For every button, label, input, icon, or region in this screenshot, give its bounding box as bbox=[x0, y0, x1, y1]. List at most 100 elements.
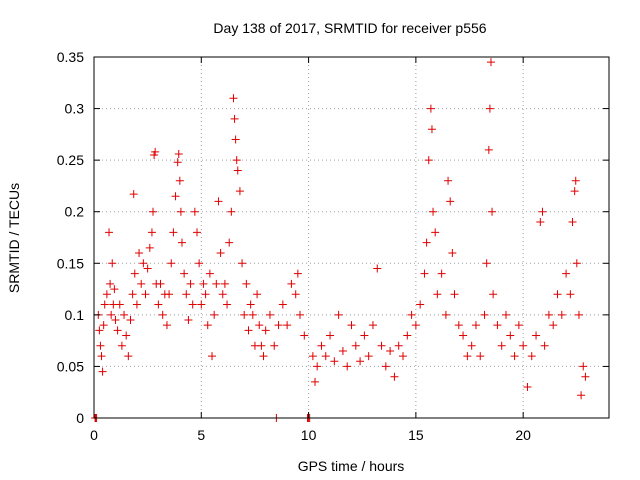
data-point bbox=[493, 321, 502, 330]
data-point bbox=[244, 326, 253, 335]
y-tick-label: 0.35 bbox=[57, 49, 84, 65]
data-point bbox=[107, 310, 116, 319]
data-point bbox=[424, 156, 433, 165]
data-point bbox=[214, 197, 223, 206]
data-point bbox=[368, 321, 377, 330]
data-point bbox=[98, 367, 107, 376]
data-point bbox=[356, 357, 365, 366]
data-point bbox=[514, 321, 523, 330]
data-point bbox=[100, 300, 109, 309]
y-tick-label: 0.1 bbox=[65, 307, 85, 323]
data-point bbox=[538, 207, 547, 216]
data-point bbox=[480, 310, 489, 319]
data-point bbox=[265, 310, 274, 319]
data-point bbox=[296, 310, 304, 319]
data-point bbox=[463, 352, 472, 361]
data-point bbox=[210, 310, 219, 319]
data-point bbox=[334, 310, 343, 319]
data-point bbox=[106, 279, 115, 288]
data-point bbox=[225, 238, 234, 247]
data-point bbox=[137, 279, 146, 288]
data-point bbox=[230, 114, 239, 123]
data-point bbox=[330, 357, 339, 366]
data-point bbox=[506, 331, 515, 340]
data-point bbox=[102, 290, 111, 299]
axis-ticks: 0 0.05 0.1 0.15 0.2 0.25 0.3 0.35 0 5 10 15 20 bbox=[57, 49, 609, 443]
x-tick-label: 15 bbox=[408, 427, 424, 443]
data-point bbox=[553, 290, 562, 299]
data-point bbox=[482, 259, 491, 268]
data-point bbox=[377, 341, 386, 350]
data-point bbox=[394, 341, 403, 350]
data-point bbox=[381, 362, 390, 371]
data-point bbox=[216, 248, 225, 257]
data-point bbox=[433, 290, 442, 299]
data-point bbox=[220, 279, 229, 288]
data-point bbox=[360, 331, 369, 340]
data-point bbox=[454, 321, 463, 330]
data-point bbox=[154, 300, 163, 309]
data-point bbox=[523, 383, 532, 392]
data-point bbox=[557, 310, 566, 319]
data-point bbox=[278, 300, 287, 309]
data-point bbox=[420, 269, 429, 278]
data-point bbox=[450, 290, 459, 299]
data-point bbox=[246, 300, 255, 309]
data-point bbox=[579, 362, 588, 371]
data-point bbox=[407, 310, 416, 319]
data-point bbox=[203, 321, 212, 330]
data-point bbox=[180, 269, 189, 278]
data-point bbox=[338, 346, 347, 355]
data-point bbox=[208, 352, 217, 361]
data-point bbox=[165, 290, 174, 299]
data-point bbox=[174, 149, 183, 158]
data-point bbox=[399, 352, 407, 361]
data-point bbox=[96, 341, 105, 350]
data-point bbox=[128, 290, 137, 299]
data-point bbox=[431, 228, 440, 237]
data-point bbox=[201, 290, 210, 299]
data-point bbox=[143, 264, 152, 273]
data-point bbox=[233, 166, 242, 175]
data-point bbox=[130, 269, 139, 278]
data-point bbox=[147, 228, 156, 237]
data-point bbox=[132, 300, 141, 309]
data-point bbox=[238, 259, 247, 268]
data-point bbox=[532, 331, 541, 340]
x-tick-label: 20 bbox=[515, 427, 531, 443]
data-point bbox=[540, 341, 549, 350]
data-point bbox=[485, 104, 494, 113]
data-point bbox=[562, 269, 571, 278]
data-point bbox=[105, 228, 114, 237]
data-point bbox=[373, 264, 382, 273]
data-point bbox=[115, 300, 124, 309]
data-point bbox=[364, 352, 373, 361]
data-point bbox=[476, 352, 485, 361]
y-tick-label: 0.3 bbox=[65, 101, 85, 117]
data-point bbox=[422, 238, 431, 247]
data-point bbox=[199, 279, 208, 288]
data-point bbox=[411, 321, 420, 330]
data-point bbox=[171, 192, 180, 201]
data-point bbox=[519, 341, 528, 350]
data-point bbox=[426, 104, 435, 113]
data-point bbox=[536, 218, 545, 227]
data-point bbox=[113, 326, 122, 335]
data-point bbox=[291, 290, 300, 299]
data-point bbox=[293, 269, 302, 278]
data-point bbox=[141, 290, 150, 299]
data-point bbox=[218, 290, 227, 299]
x-tick-label: 5 bbox=[197, 427, 205, 443]
data-point bbox=[321, 352, 330, 361]
data-point bbox=[471, 321, 480, 330]
data-point bbox=[212, 279, 221, 288]
data-point bbox=[489, 290, 498, 299]
data-point bbox=[427, 125, 436, 134]
data-point bbox=[149, 207, 158, 216]
data-point bbox=[229, 94, 238, 103]
data-point bbox=[97, 352, 106, 361]
data-point bbox=[510, 352, 519, 361]
data-point bbox=[190, 207, 199, 216]
data-point bbox=[497, 341, 506, 350]
data-point bbox=[317, 341, 326, 350]
